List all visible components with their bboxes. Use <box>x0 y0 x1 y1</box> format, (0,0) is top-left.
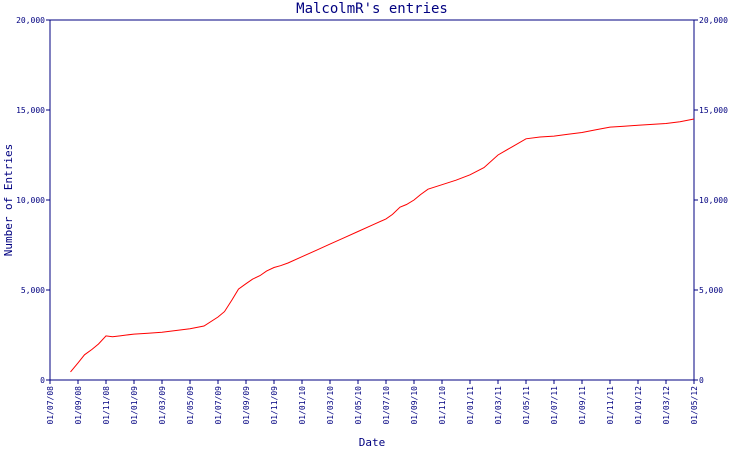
y-tick-label-left: 10,000 <box>16 196 45 205</box>
y-axis-left: 0 5,000 10,000 15,000 20,000 <box>16 16 50 385</box>
x-tick-label: 01/11/08 <box>102 386 111 425</box>
y-tick-label-left: 5,000 <box>21 286 45 295</box>
y-tick-label-left: 20,000 <box>16 16 45 25</box>
x-tick-label: 01/09/10 <box>410 386 419 425</box>
series-layer <box>70 118 695 373</box>
x-tick-label: 01/01/11 <box>466 386 475 425</box>
x-tick-label: 01/03/11 <box>494 386 503 425</box>
y-tick-label-right: 15,000 <box>699 106 728 115</box>
plot-border <box>49 19 695 381</box>
y-tick-label-left: 0 <box>40 376 45 385</box>
x-tick-label: 01/03/10 <box>326 386 335 425</box>
y-axis-right: 0 5,000 10,000 15,000 20,000 <box>694 16 728 385</box>
x-tick-label: 01/07/09 <box>214 386 223 425</box>
x-tick-label: 01/09/08 <box>74 386 83 425</box>
x-tick-label: 01/05/11 <box>522 386 531 425</box>
x-tick-label: 01/03/12 <box>662 386 671 425</box>
x-axis: 01/07/08 01/09/08 01/11/08 01/01/09 01/03/09… <box>46 380 699 425</box>
x-tick-label: 01/03/09 <box>158 386 167 425</box>
y-tick-label-right: 10,000 <box>699 196 728 205</box>
x-tick-label: 01/01/12 <box>634 386 643 425</box>
x-tick-label: 01/11/10 <box>438 386 447 425</box>
chart-title: MalcolmR's entries <box>296 1 448 17</box>
y-tick-label-right: 0 <box>699 376 704 385</box>
x-tick-label: 01/01/10 <box>298 386 307 425</box>
x-tick-label: 01/07/11 <box>550 386 559 425</box>
x-tick-label: 01/11/09 <box>270 386 279 425</box>
series-line <box>70 118 695 373</box>
x-tick-label: 01/05/10 <box>354 386 363 425</box>
x-tick-label: 01/01/09 <box>130 386 139 425</box>
x-tick-label: 01/05/12 <box>690 386 699 425</box>
x-tick-label: 01/09/09 <box>242 386 251 425</box>
y-axis-title: Number of Entries <box>2 144 15 257</box>
x-tick-label: 01/07/10 <box>382 386 391 425</box>
x-tick-label: 01/11/11 <box>606 386 615 425</box>
y-tick-label-right: 20,000 <box>699 16 728 25</box>
x-tick-label: 01/09/11 <box>578 386 587 425</box>
y-tick-label-right: 5,000 <box>699 286 723 295</box>
x-axis-title: Date <box>359 436 386 449</box>
x-tick-label: 01/07/08 <box>46 386 55 425</box>
y-tick-label-left: 15,000 <box>16 106 45 115</box>
x-tick-label: 01/05/09 <box>186 386 195 425</box>
plot-frame <box>49 19 695 381</box>
